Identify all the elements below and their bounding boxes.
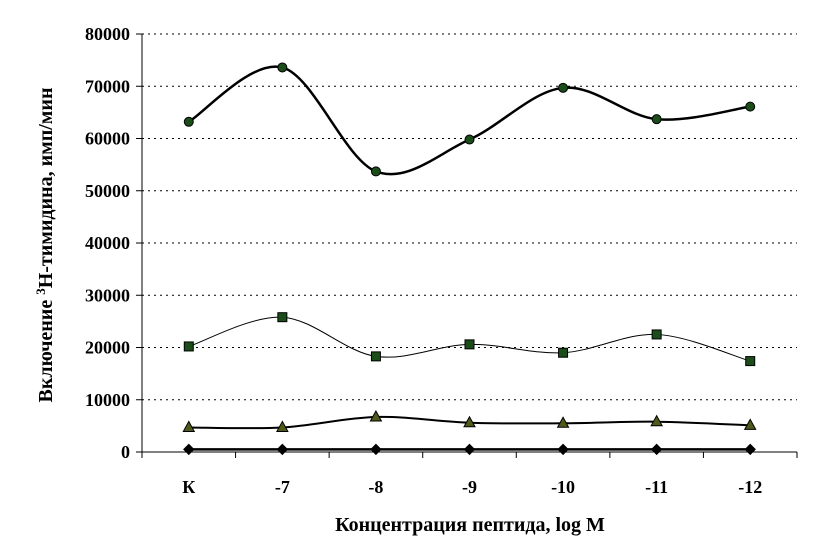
y-axis-title-superscript: 3 [33, 288, 48, 295]
axes [136, 33, 798, 458]
series-markers-diamond [183, 443, 756, 456]
y-tick-label: 70000 [85, 76, 130, 96]
x-axis-title: Концентрация пептида, log M [335, 514, 605, 536]
data-point-diamond [650, 443, 663, 456]
x-tick-label: -10 [551, 477, 575, 497]
y-tick-label: 60000 [85, 129, 130, 149]
data-point-triangle [182, 420, 196, 432]
data-point-circle [558, 82, 569, 93]
data-point-triangle [650, 414, 663, 427]
y-tick-label: 40000 [85, 233, 130, 253]
data-point-circle [651, 114, 662, 125]
y-tick-label: 0 [121, 442, 130, 462]
data-point-diamond [276, 443, 289, 456]
data-point-square [558, 347, 569, 358]
data-point-triangle [369, 409, 383, 422]
data-point-square [745, 356, 756, 367]
data-point-square [370, 351, 381, 362]
data-point-circle [183, 116, 194, 127]
y-tick-label: 50000 [85, 181, 130, 201]
data-point-triangle [743, 418, 757, 430]
data-point-diamond [744, 443, 756, 456]
data-point-diamond [183, 443, 195, 456]
x-tick-label: -12 [738, 477, 762, 497]
x-tick-label: -11 [645, 477, 668, 497]
series-markers-triangle [182, 409, 757, 432]
data-point-square [277, 312, 288, 323]
data-point-square [464, 339, 475, 350]
gridlines [142, 33, 797, 401]
series-markers-square [183, 312, 756, 367]
x-tick-label: К [182, 477, 195, 497]
x-tick-label: -8 [368, 477, 383, 497]
y-tick-label: 10000 [85, 390, 130, 410]
data-point-square [183, 341, 194, 352]
y-tick-label: 80000 [85, 24, 130, 44]
series-markers-circle [183, 62, 756, 177]
y-axis-title: Включение 3Н-тимидина, имп/мин [33, 88, 58, 403]
x-tick-label: -7 [275, 477, 290, 497]
data-point-circle [745, 101, 756, 112]
y-tick-label: 30000 [85, 285, 130, 305]
y-tick-label: 20000 [85, 338, 130, 358]
tick-labels: 0 10000 20000 30000 40000 50000 60000 70000 8000… [85, 24, 762, 497]
data-point-triangle [276, 420, 289, 432]
series-line-circle [188, 65, 751, 176]
data-point-triangle [556, 416, 570, 428]
x-tick-label: -9 [462, 477, 477, 497]
data-point-triangle [463, 415, 476, 428]
data-point-diamond [463, 443, 476, 456]
series-lines [182, 62, 757, 456]
data-point-square [651, 329, 662, 340]
data-point-circle [370, 166, 381, 177]
data-point-diamond [557, 443, 569, 456]
data-point-diamond [370, 443, 382, 456]
data-point-circle [277, 62, 288, 73]
series-line-square [188, 316, 751, 362]
data-point-circle [464, 134, 475, 145]
